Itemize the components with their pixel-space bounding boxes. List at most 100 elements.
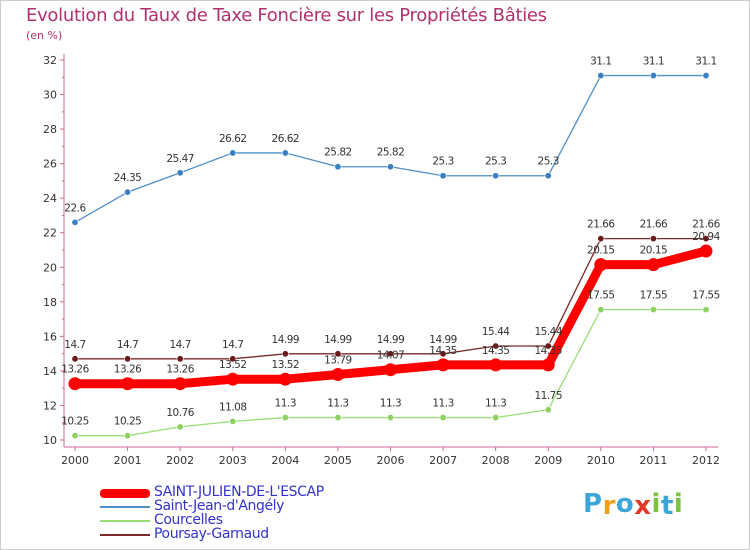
data-point-0 xyxy=(436,358,450,372)
y-tick-label: 28 xyxy=(43,123,57,136)
data-point-0 xyxy=(226,372,240,386)
data-point-1 xyxy=(544,172,552,180)
data-point-1 xyxy=(334,163,342,171)
data-point-1 xyxy=(124,188,132,196)
data-point-2 xyxy=(176,423,184,431)
legend-item: Saint-Jean-d'Angély xyxy=(100,498,360,514)
data-label: 25.82 xyxy=(377,147,405,159)
data-point-0 xyxy=(173,377,187,391)
logo-letter: i xyxy=(651,489,661,519)
data-label: 26.62 xyxy=(272,133,300,145)
legend-item: Courcelles xyxy=(100,512,360,528)
data-label: 31.1 xyxy=(695,56,716,68)
data-label: 10.76 xyxy=(166,407,194,419)
data-point-3 xyxy=(702,235,710,243)
data-point-1 xyxy=(71,218,79,226)
data-label: 20.15 xyxy=(587,245,615,257)
logo-letter: r xyxy=(602,491,616,521)
data-label: 14.99 xyxy=(377,334,405,346)
y-tick-label: 22 xyxy=(43,227,57,240)
x-tick-label: 2004 xyxy=(271,454,299,467)
data-label: 14.35 xyxy=(482,345,510,357)
data-point-0 xyxy=(489,358,503,372)
y-tick-label: 24 xyxy=(43,192,57,205)
data-label: 11.3 xyxy=(485,398,506,410)
legend-item: Poursay-Garnaud xyxy=(100,526,360,542)
data-point-1 xyxy=(176,169,184,177)
data-label: 14.7 xyxy=(64,339,85,351)
y-tick-label: 14 xyxy=(43,365,57,378)
data-point-3 xyxy=(439,350,447,358)
data-point-1 xyxy=(492,172,500,180)
data-point-2 xyxy=(702,306,710,314)
data-point-1 xyxy=(597,72,605,80)
y-axis-unit-label: (en %) xyxy=(26,29,63,42)
data-point-2 xyxy=(71,432,79,440)
data-point-1 xyxy=(229,149,237,157)
legend-swatch xyxy=(100,534,150,536)
data-label: 15.44 xyxy=(482,326,510,338)
data-label: 10.25 xyxy=(114,416,142,428)
x-tick-label: 2002 xyxy=(166,454,194,467)
x-tick-label: 2010 xyxy=(587,454,615,467)
data-label: 26.62 xyxy=(219,133,247,145)
line-chart: 10 12 14 16 18 20 22 24 26 28 30 32 2000 2001 2002 2003… xyxy=(43,54,721,467)
data-label: 15.44 xyxy=(534,326,562,338)
data-label: 31.1 xyxy=(643,56,664,68)
data-point-3 xyxy=(176,355,184,363)
data-label: 25.3 xyxy=(538,156,559,168)
logo-letter: P xyxy=(583,489,603,519)
y-tick-label: 26 xyxy=(43,158,57,171)
data-label: 14.35 xyxy=(429,345,457,357)
data-label: 13.26 xyxy=(114,364,142,376)
x-tick-label: 2009 xyxy=(534,454,562,467)
data-label: 25.3 xyxy=(432,156,453,168)
data-point-0 xyxy=(699,244,713,258)
legend-swatch xyxy=(100,488,150,498)
data-point-3 xyxy=(597,235,605,243)
data-label: 14.7 xyxy=(222,339,243,351)
data-point-3 xyxy=(334,350,342,358)
data-label: 11.08 xyxy=(219,401,247,413)
legend-item: SAINT-JULIEN-DE-L'ESCAP xyxy=(100,484,360,500)
y-tick-label: 30 xyxy=(43,89,57,102)
data-point-2 xyxy=(439,414,447,422)
data-point-0 xyxy=(331,368,345,382)
data-point-0 xyxy=(646,258,660,272)
y-tick-label: 16 xyxy=(43,330,57,343)
data-label: 11.3 xyxy=(432,398,453,410)
data-point-2 xyxy=(492,414,500,422)
legend-label: Courcelles xyxy=(154,512,223,528)
data-point-2 xyxy=(229,417,237,425)
data-label: 14.99 xyxy=(324,334,352,346)
data-label: 11.75 xyxy=(534,390,562,402)
data-point-1 xyxy=(281,149,289,157)
x-tick-label: 2012 xyxy=(692,454,720,467)
proxiti-logo: Proxiti xyxy=(583,489,683,521)
data-label: 25.47 xyxy=(166,153,194,165)
data-label: 14.35 xyxy=(534,345,562,357)
data-point-0 xyxy=(541,358,555,372)
data-label: 13.26 xyxy=(61,364,89,376)
data-point-0 xyxy=(68,377,82,391)
legend-label: Saint-Jean-d'Angély xyxy=(154,498,285,514)
data-label: 14.07 xyxy=(377,350,405,362)
logo-letter: t xyxy=(660,491,674,521)
data-point-3 xyxy=(281,350,289,358)
data-label: 14.99 xyxy=(429,334,457,346)
data-label: 11.3 xyxy=(380,398,401,410)
data-point-1 xyxy=(702,72,710,80)
data-label: 25.3 xyxy=(485,156,506,168)
data-label: 14.7 xyxy=(169,339,190,351)
legend-swatch xyxy=(100,520,150,522)
data-label: 13.52 xyxy=(272,359,300,371)
data-label: 24.35 xyxy=(114,172,142,184)
data-point-1 xyxy=(439,172,447,180)
legend: SAINT-JULIEN-DE-L'ESCAP Saint-Jean-d'Angé… xyxy=(100,484,360,542)
logo-letter: x xyxy=(634,491,652,521)
data-label: 20.94 xyxy=(692,231,720,243)
chart-title: Evolution du Taux de Taxe Foncière sur l… xyxy=(26,5,547,26)
legend-swatch xyxy=(100,506,150,508)
x-tick-label: 2003 xyxy=(219,454,247,467)
x-tick-label: 2011 xyxy=(639,454,667,467)
